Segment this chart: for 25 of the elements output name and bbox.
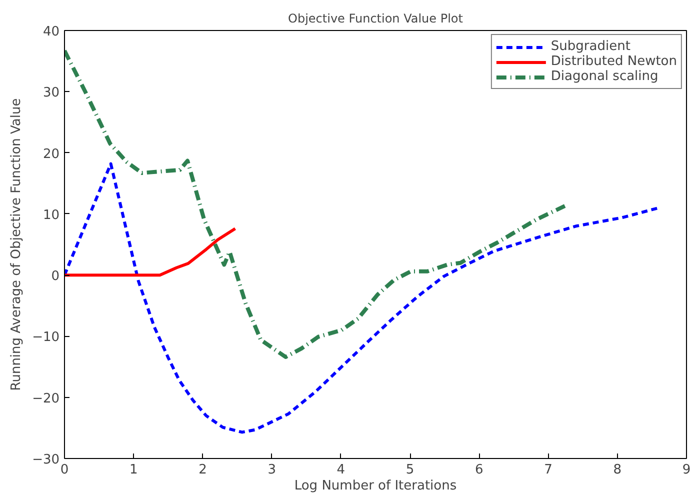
y-tick-label: 0 <box>51 269 60 284</box>
x-tick-label: 3 <box>268 462 276 478</box>
x-tick-label: 1 <box>129 462 138 478</box>
line-series <box>64 162 660 434</box>
line-series <box>64 227 237 277</box>
x-tick-label: 2 <box>198 462 207 478</box>
y-tick-label: −10 <box>32 330 60 346</box>
x-tick-label: 6 <box>475 462 484 478</box>
x-tick-label: 8 <box>613 462 622 478</box>
legend-label: Subgradient <box>550 39 630 54</box>
y-tick-label: −30 <box>32 452 60 468</box>
y-tick-label: 10 <box>42 208 60 223</box>
x-tick-label: 4 <box>336 462 346 478</box>
legend-label: Distributed Newton <box>550 54 677 69</box>
y-tick-label: 40 <box>42 24 60 40</box>
x-tick-label: 5 <box>406 462 414 478</box>
y-axis-title: Running Average of Objective Function Value <box>9 98 24 391</box>
x-axis-title: Log Number of Iterations <box>294 478 457 494</box>
legend-label: Diagonal scaling <box>550 69 658 84</box>
x-tick-label: 7 <box>544 462 552 478</box>
y-tick-label: −20 <box>32 391 60 406</box>
chart-title: Objective Function Value Plot <box>288 12 464 26</box>
y-tick-label: 30 <box>42 86 60 101</box>
x-tick-label: 9 <box>682 462 691 478</box>
y-tick-label: 20 <box>42 146 60 162</box>
